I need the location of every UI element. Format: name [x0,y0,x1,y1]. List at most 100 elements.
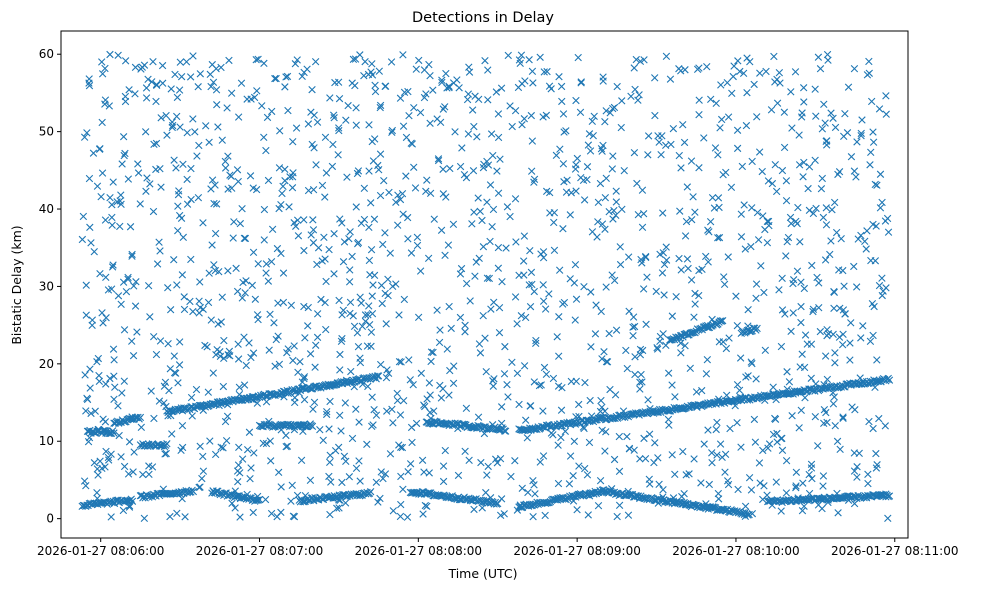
detection-point [365,167,373,175]
detection-point [309,216,317,224]
detection-point [520,232,529,240]
y-tick-label: 50 [39,125,54,139]
detection-point [282,442,290,451]
detection-point [314,244,323,252]
detection-point [325,245,333,254]
detection-point [365,302,373,310]
detection-point [125,86,133,94]
x-tick-label: 2026-01-27 08:07:00 [196,544,323,558]
detection-point [865,417,873,426]
detection-point [871,383,879,392]
detection-point [307,231,315,239]
detection-point [299,497,307,506]
detection-point [702,370,711,378]
detection-point [479,243,488,251]
detection-point [191,128,199,136]
detection-point [202,122,210,130]
detection-point [476,349,485,357]
detection-point [96,457,104,465]
detection-point [252,56,260,64]
detection-point [146,313,154,321]
detection-point [695,291,703,300]
detection-point [758,167,766,176]
detection-point [605,329,613,338]
detection-point [400,88,409,96]
detection-point [150,140,158,148]
detection-point [869,138,878,146]
detection-point [300,395,309,404]
detection-point [89,149,98,157]
detection-point [303,65,311,73]
detection-point [690,313,698,321]
detection-point [380,176,388,185]
detection-point [352,121,360,129]
detection-point [591,416,599,424]
detection-point [485,274,494,283]
detection-point [850,499,859,508]
detection-point [393,389,401,398]
detection-point [420,93,429,102]
detection-point [363,440,371,449]
detection-point [445,391,453,399]
detection-point [449,220,458,229]
detection-point [434,156,443,165]
detection-point [322,410,331,419]
y-tick-label: 60 [39,47,54,61]
detection-point [393,221,402,229]
detection-point [93,182,102,190]
detection-point [494,264,503,272]
detection-point [539,253,548,262]
detection-point [829,400,838,408]
detection-point [555,266,564,274]
detection-point [106,193,114,202]
detection-point [489,205,498,214]
detection-point [366,487,375,496]
detection-point [868,491,877,499]
detection-point [260,236,268,244]
detection-point [166,306,175,314]
detection-point [247,353,255,362]
detection-point [117,191,125,199]
detection-point [213,346,221,354]
detection-point [109,261,117,269]
detection-point [737,443,745,451]
detection-point [114,51,122,59]
detection-point [462,404,471,412]
detection-point [386,450,395,458]
detection-point [326,458,334,466]
detection-point [409,380,417,389]
detection-point [464,130,473,138]
detection-point [396,94,405,102]
detection-point [381,229,389,237]
detection-point [186,73,195,81]
detection-point [483,274,492,282]
detection-point [174,379,182,387]
detection-point [287,497,295,505]
detection-point [425,379,434,387]
detection-point [342,116,350,124]
detection-point [823,375,832,384]
detection-point [242,277,250,285]
detection-point [527,111,536,120]
detection-point [788,412,796,420]
detection-point [518,484,526,492]
detection-point [419,510,427,518]
detection-point [101,100,109,108]
detection-point [249,508,257,517]
detection-point [437,226,446,234]
detection-point [328,162,337,171]
detection-point [636,57,645,65]
detection-point [511,106,520,115]
detection-point [546,188,554,197]
detection-point [156,247,164,255]
detection-point [636,455,644,463]
detection-point [884,228,893,236]
detection-point [274,332,282,340]
detection-point [174,190,183,199]
detection-point [399,210,407,218]
detection-point [602,283,610,291]
detection-point [168,118,176,126]
detection-point [129,352,138,360]
detection-point [805,470,813,479]
